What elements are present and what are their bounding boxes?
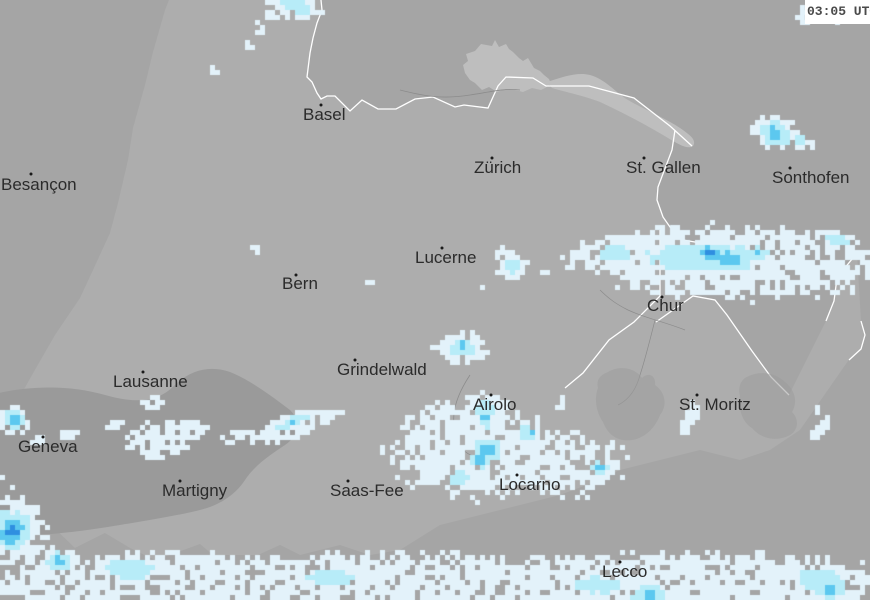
svg-text:Lucerne: Lucerne [415, 248, 476, 267]
svg-text:Chur: Chur [647, 296, 684, 315]
svg-text:Martigny: Martigny [162, 481, 228, 500]
svg-text:Saas-Fee: Saas-Fee [330, 481, 404, 500]
svg-text:Besançon: Besançon [1, 175, 77, 194]
svg-text:St. Gallen: St. Gallen [626, 158, 701, 177]
svg-text:Locarno: Locarno [499, 475, 560, 494]
svg-text:Grindelwald: Grindelwald [337, 360, 427, 379]
svg-text:Geneva: Geneva [18, 437, 78, 456]
svg-text:Airolo: Airolo [473, 395, 516, 414]
svg-text:Lecco: Lecco [602, 562, 647, 581]
svg-text:Zürich: Zürich [474, 158, 521, 177]
svg-text:Bern: Bern [282, 274, 318, 293]
svg-text:Sonthofen: Sonthofen [772, 168, 850, 187]
svg-text:Basel: Basel [303, 105, 346, 124]
svg-text:St. Moritz: St. Moritz [679, 395, 751, 414]
svg-text:Lausanne: Lausanne [113, 372, 188, 391]
